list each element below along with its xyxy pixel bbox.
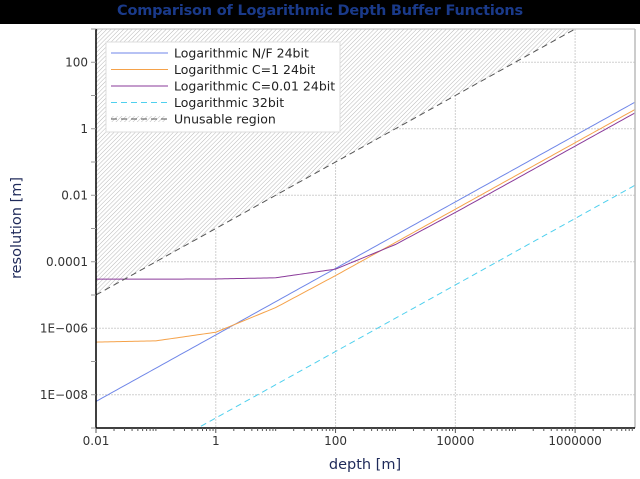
legend-label: Unusable region: [174, 112, 276, 127]
series-lines: [96, 29, 635, 428]
y-tick-label: 1: [80, 122, 88, 136]
y-tick-label: 1E−008: [40, 388, 88, 402]
legend-label: Logarithmic C=0.01 24bit: [174, 79, 335, 94]
series-line-4: [96, 29, 577, 296]
x-tick-label: 100: [324, 434, 347, 448]
legend-label: Logarithmic 32bit: [174, 95, 284, 110]
x-tick-label: 10000: [436, 434, 474, 448]
title-bar: [0, 0, 640, 24]
x-tick-label: 1: [212, 434, 220, 448]
chart-title: Comparison of Logarithmic Depth Buffer F…: [117, 3, 523, 19]
y-tick-label: 100: [65, 55, 88, 69]
y-tick-label: 0.01: [61, 188, 88, 202]
legend-label: Logarithmic N/F 24bit: [174, 46, 309, 61]
series-line-3: [196, 184, 635, 428]
series-line-1: [96, 109, 635, 343]
legend-hatch-swatch: [111, 116, 166, 122]
axes: [91, 28, 636, 433]
y-axis-label: resolution [m]: [9, 177, 25, 279]
tick-labels: 0.01 1 100 10000 1000000 100 1 0.01 0.0001 1E−006…: [40, 55, 602, 448]
y-tick-label: 1E−006: [40, 321, 88, 335]
legend-label: Logarithmic C=1 24bit: [174, 62, 315, 77]
x-tick-label: 0.01: [83, 434, 110, 448]
series-line-0: [96, 101, 635, 402]
x-axis-label: depth [m]: [329, 457, 401, 473]
y-tick-label: 0.0001: [46, 255, 88, 269]
series-line-2: [96, 112, 635, 280]
x-tick-label: 1000000: [548, 434, 601, 448]
